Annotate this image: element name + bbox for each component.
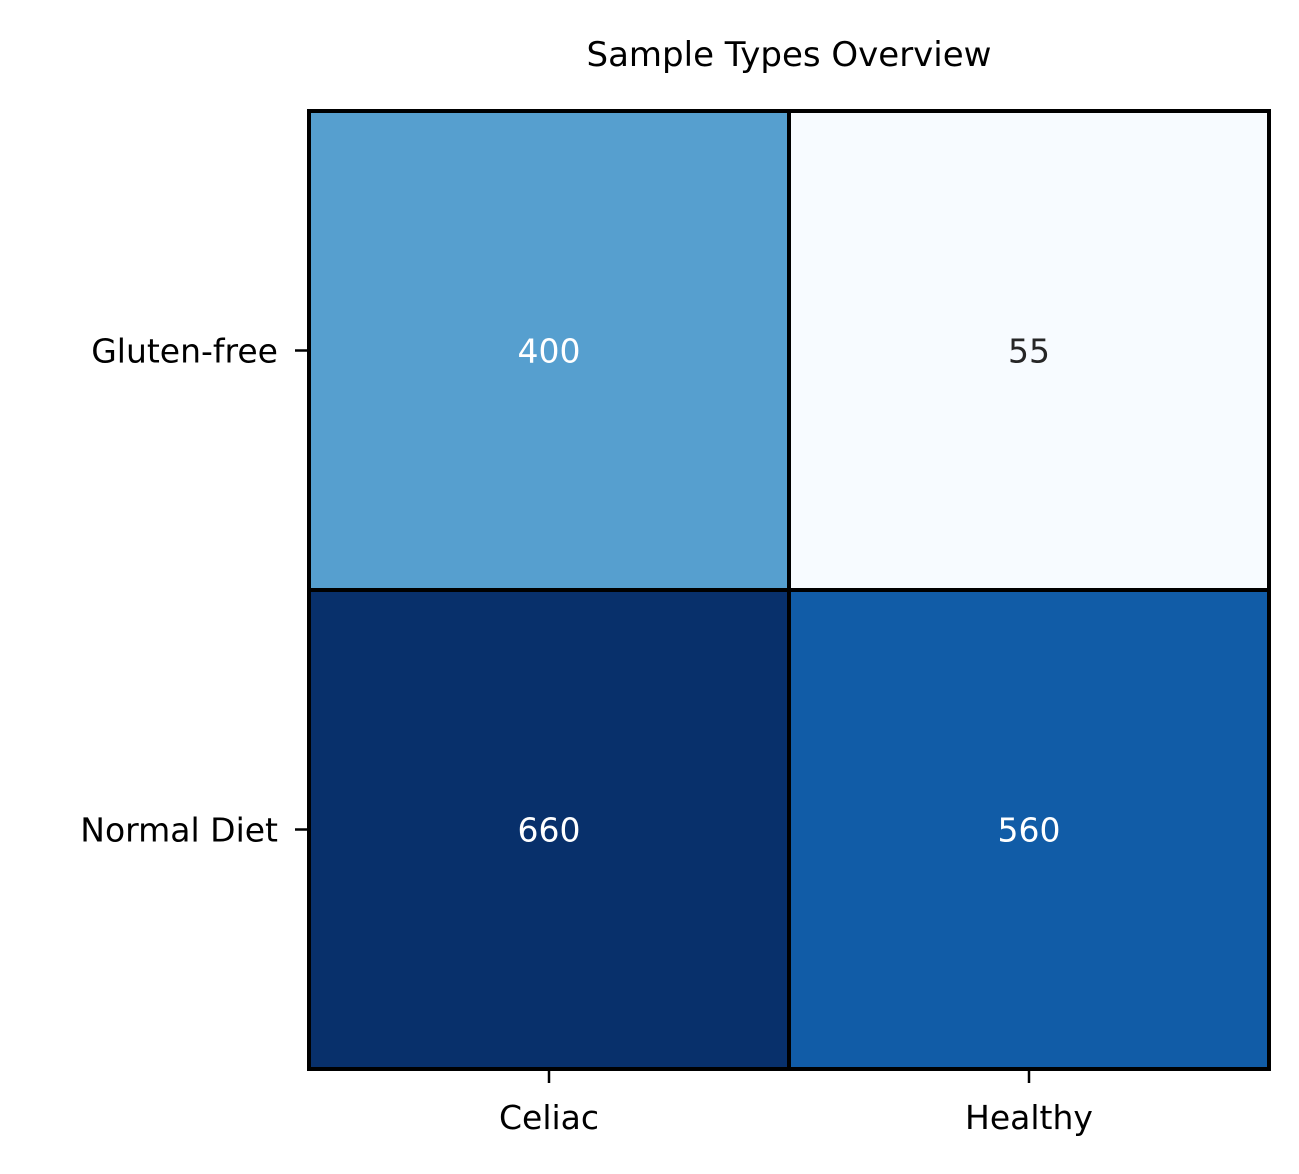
heatmap-cell-gluten-free-celiac	[307, 109, 791, 592]
x-tick-label: Healthy	[965, 1098, 1093, 1137]
x-tick-label: Celiac	[499, 1098, 599, 1137]
cell-value-label: 55	[1008, 332, 1050, 371]
cell-value-label: 560	[998, 811, 1061, 850]
axes-layer: Celiac Healthy Gluten-free Normal Diet	[80, 109, 1271, 1137]
cells-layer	[307, 109, 1271, 1071]
plot-frame	[307, 109, 1271, 1071]
y-tick-label: Gluten-free	[91, 332, 278, 371]
heatmap-cell-normal-diet-celiac	[307, 588, 791, 1071]
chart-title: Sample Types Overview	[587, 35, 992, 75]
y-tick-label: Normal Diet	[80, 811, 278, 850]
value-labels-layer: 400 55 660 560	[518, 332, 1061, 850]
heatmap-cell-normal-diet-healthy	[787, 588, 1271, 1071]
cell-value-label: 660	[518, 811, 581, 850]
cell-value-label: 400	[518, 332, 581, 371]
